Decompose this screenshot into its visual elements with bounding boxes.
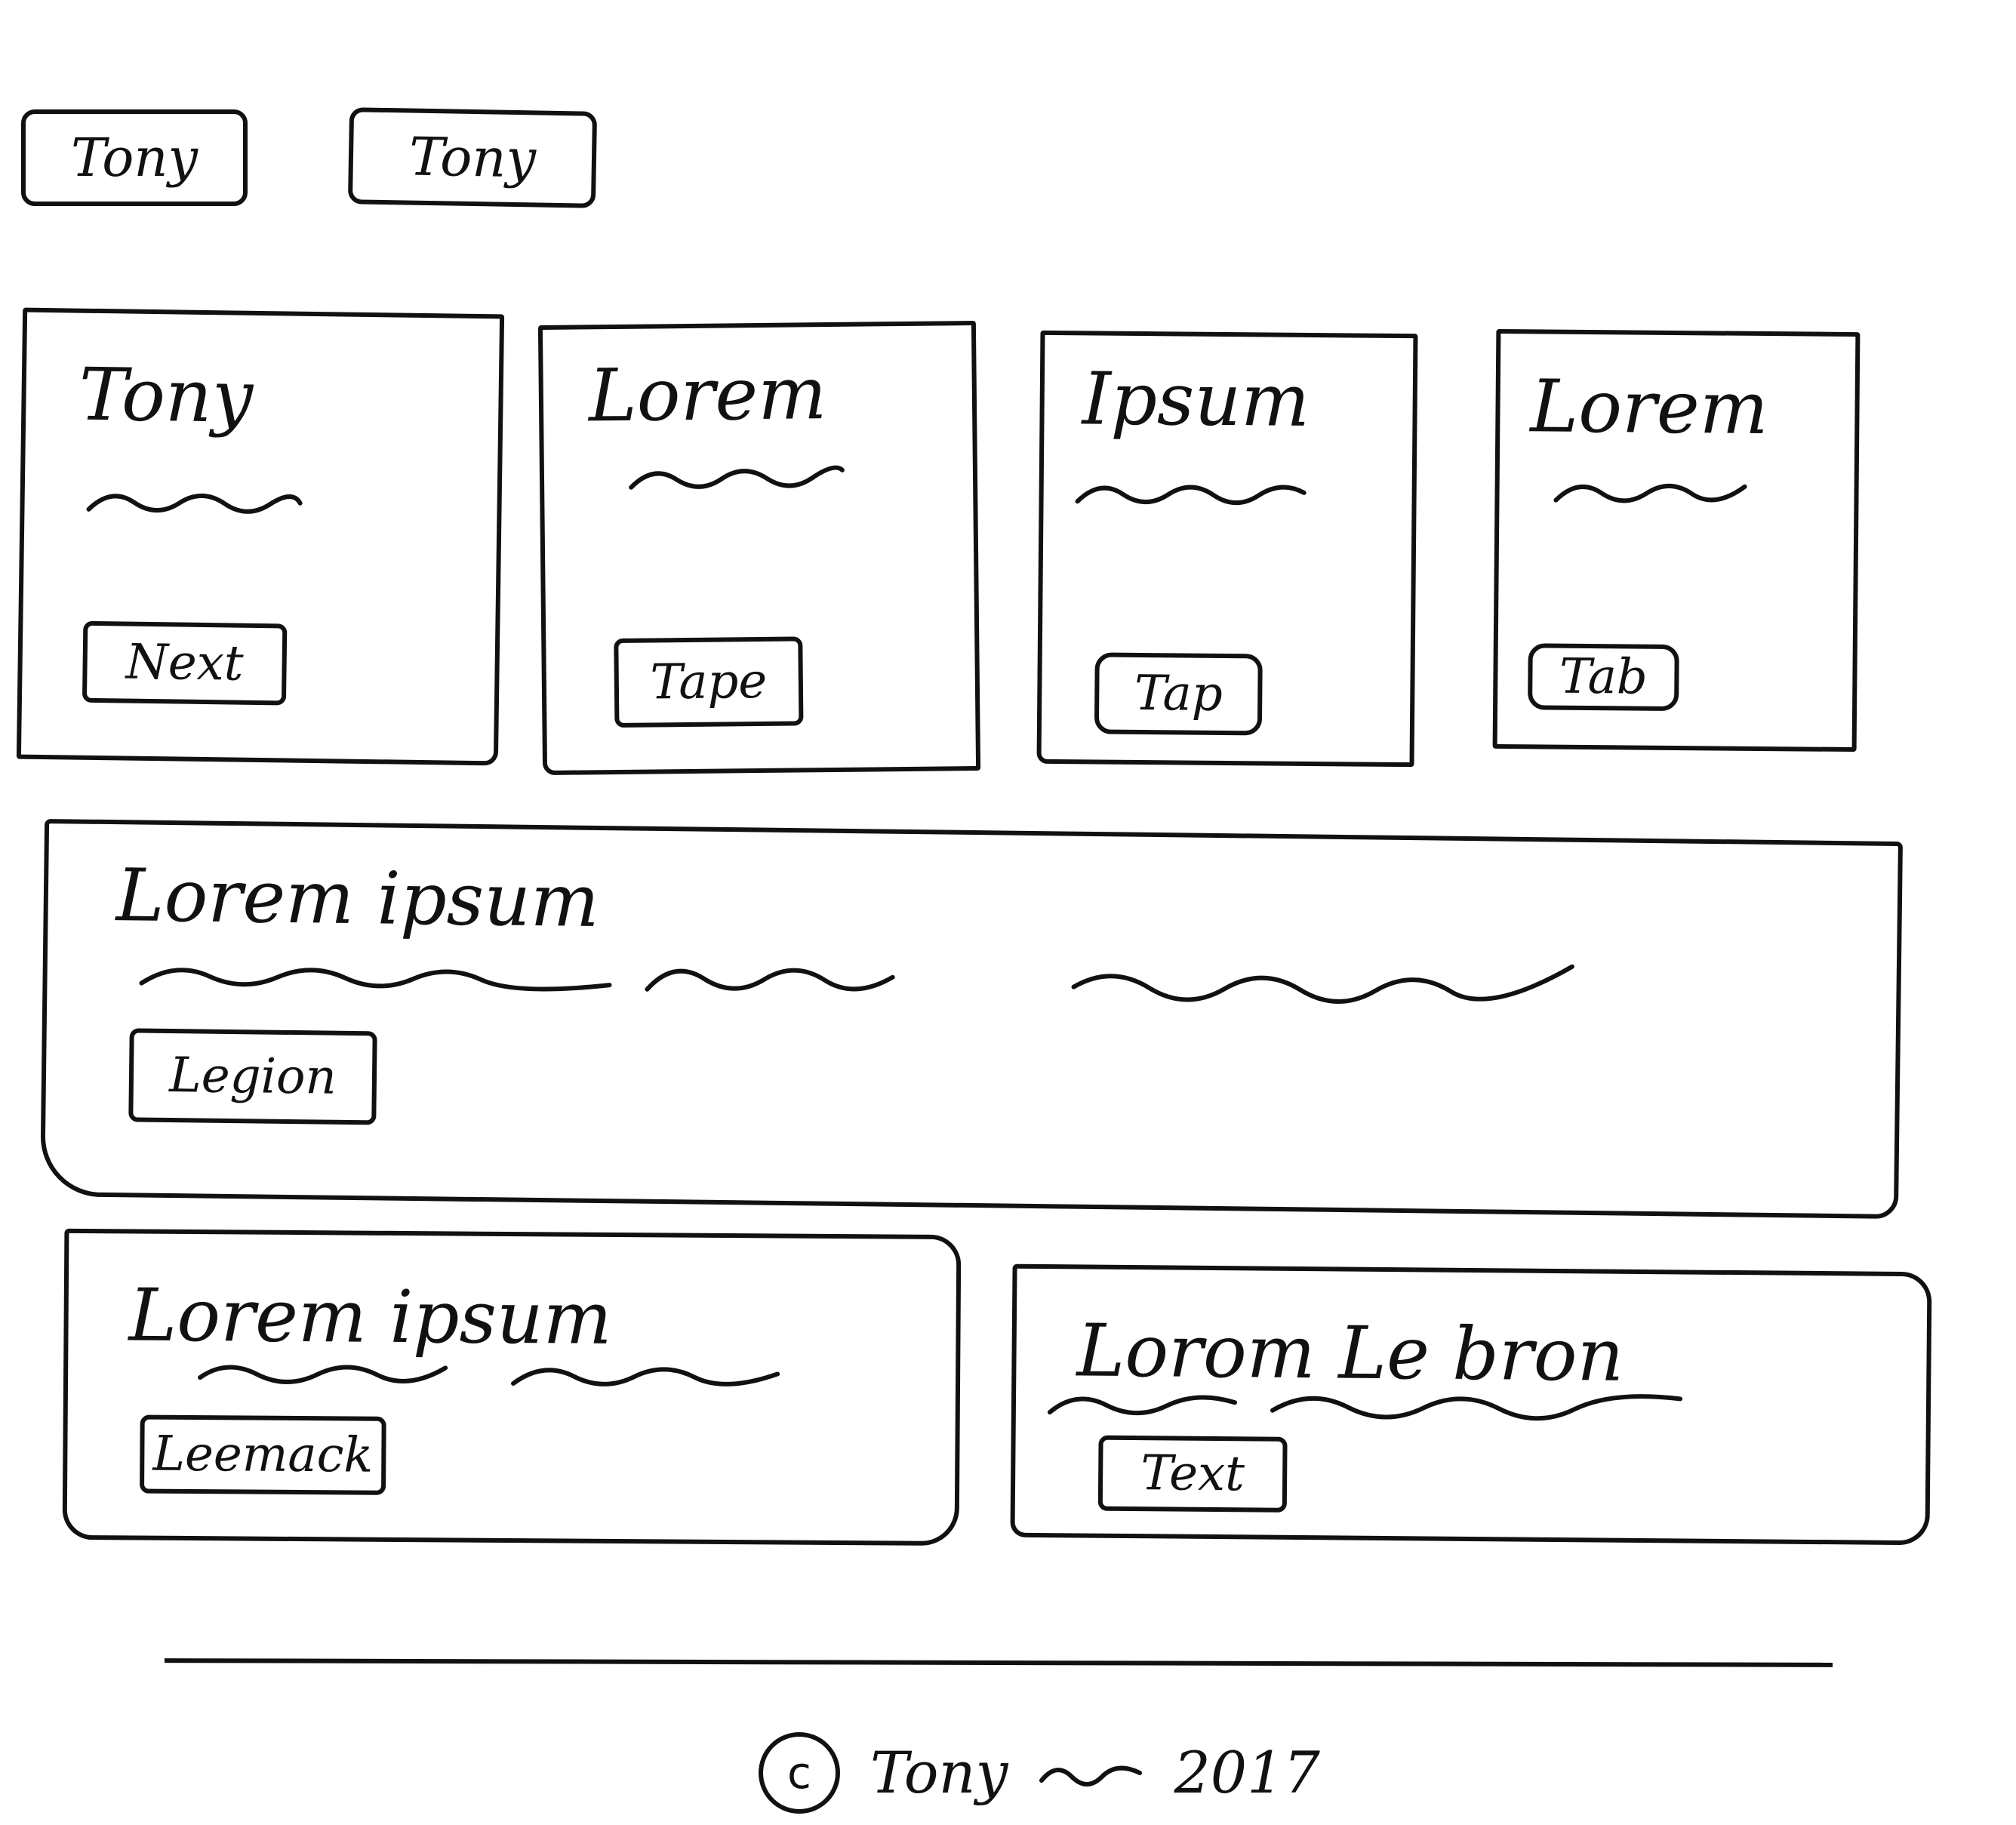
card-1-title: Tony xyxy=(78,352,254,439)
card-4-title: Lorem xyxy=(1530,364,1769,451)
feature-section-2: Lorom Le bron Text xyxy=(1010,1263,1932,1546)
card-2-squiggle-text xyxy=(629,465,845,490)
card-4: Lorem Tab xyxy=(1492,328,1861,752)
card-1: Tony Next xyxy=(16,307,505,766)
hero-section: Lorem ipsum Legion xyxy=(40,818,1903,1220)
nav-button-2[interactable]: Tony xyxy=(347,107,598,208)
card-1-squiggle-text xyxy=(86,493,303,514)
card-2-tape-button[interactable]: Tape xyxy=(614,636,804,728)
card-3: Ipsum Tap xyxy=(1036,330,1418,768)
feature-2-squiggle-text xyxy=(1047,1394,1683,1421)
hero-title: Lorem ipsum xyxy=(115,853,600,943)
feature-2-title: Lorom Le bron xyxy=(1076,1308,1624,1398)
feature-section-1: Lorem ipsum Leemack xyxy=(62,1228,962,1546)
card-3-squiggle-text xyxy=(1075,485,1307,506)
copyright-icon: c xyxy=(759,1732,840,1814)
feature-1-squiggle-text xyxy=(198,1365,780,1386)
footer-year: 2017 xyxy=(1174,1739,1320,1806)
feature-1-leemack-button[interactable]: Leemack xyxy=(140,1414,386,1495)
card-3-title: Ipsum xyxy=(1082,356,1310,443)
card-4-tab-button[interactable]: Tab xyxy=(1528,643,1679,712)
card-2-title: Lorem xyxy=(588,351,827,439)
feature-1-title: Lorem ipsum xyxy=(128,1273,613,1361)
card-4-squiggle-text xyxy=(1553,484,1747,503)
nav-button-1[interactable]: Tony xyxy=(21,109,248,206)
footer-copyright: c Tony 2017 xyxy=(759,1732,1320,1814)
footer-owner: Tony xyxy=(870,1739,1008,1806)
footer-divider xyxy=(164,1658,1833,1667)
hero-legion-button[interactable]: Legion xyxy=(128,1028,377,1125)
card-2: Lorem Tape xyxy=(537,320,981,776)
card-3-tap-button[interactable]: Tap xyxy=(1094,652,1263,736)
feature-2-text-button[interactable]: Text xyxy=(1097,1435,1288,1513)
footer-squiggle-text xyxy=(1039,1765,1143,1787)
hero-squiggle-text xyxy=(139,964,1574,1004)
card-1-next-button[interactable]: Next xyxy=(82,620,288,706)
